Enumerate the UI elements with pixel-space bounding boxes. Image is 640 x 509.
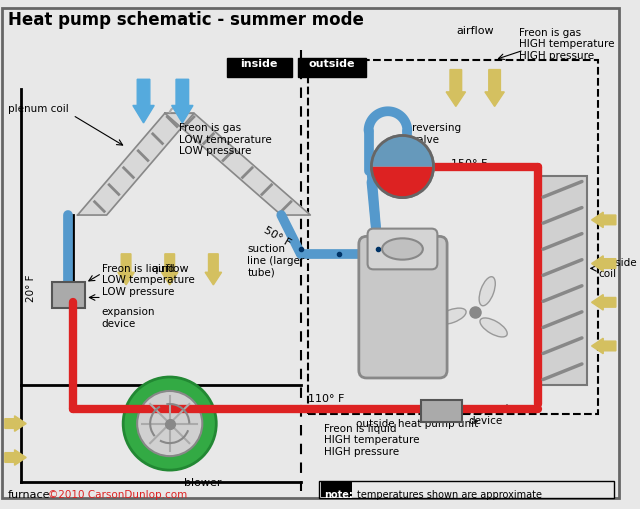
Wedge shape	[371, 135, 433, 166]
FancyBboxPatch shape	[421, 400, 461, 421]
Circle shape	[371, 135, 433, 197]
FancyArrow shape	[172, 79, 193, 123]
FancyArrow shape	[5, 416, 26, 431]
FancyArrow shape	[591, 295, 616, 310]
FancyBboxPatch shape	[359, 236, 447, 378]
FancyBboxPatch shape	[367, 229, 437, 269]
FancyArrow shape	[133, 79, 154, 123]
FancyArrow shape	[205, 254, 221, 285]
Wedge shape	[371, 166, 433, 197]
FancyArrow shape	[161, 254, 178, 285]
Text: 110° F: 110° F	[308, 394, 345, 404]
Text: furnace: furnace	[8, 490, 51, 499]
Text: reversing
valve: reversing valve	[412, 123, 461, 145]
Text: airflow: airflow	[151, 264, 189, 273]
Text: suction
line (larger
tube): suction line (larger tube)	[247, 244, 305, 277]
FancyArrow shape	[485, 70, 504, 106]
Polygon shape	[165, 113, 310, 215]
FancyArrow shape	[118, 254, 134, 285]
Text: Freon is liquid
HIGH temperature
HIGH pressure: Freon is liquid HIGH temperature HIGH pr…	[324, 423, 419, 457]
Text: expansion
device: expansion device	[468, 404, 522, 426]
FancyBboxPatch shape	[538, 176, 587, 385]
Text: expansion
device: expansion device	[102, 307, 156, 329]
Text: blower: blower	[184, 478, 222, 488]
FancyBboxPatch shape	[321, 482, 352, 497]
FancyBboxPatch shape	[319, 481, 614, 498]
Text: Freon is gas
HIGH temperature
HIGH pressure: Freon is gas HIGH temperature HIGH press…	[519, 28, 614, 61]
Text: airflow: airflow	[456, 26, 494, 36]
FancyArrow shape	[591, 212, 616, 228]
FancyArrow shape	[446, 70, 465, 106]
Text: note:: note:	[324, 491, 353, 500]
Text: 150° F: 150° F	[451, 159, 487, 169]
Text: Heat pump schematic - summer mode: Heat pump schematic - summer mode	[8, 11, 364, 30]
Text: outside heat pump unit: outside heat pump unit	[356, 419, 478, 429]
Ellipse shape	[479, 277, 495, 306]
FancyArrow shape	[591, 338, 616, 354]
FancyArrow shape	[591, 256, 616, 271]
Polygon shape	[77, 113, 194, 215]
Text: outside
coil: outside coil	[598, 258, 637, 279]
FancyBboxPatch shape	[52, 282, 85, 308]
Ellipse shape	[480, 318, 508, 337]
FancyBboxPatch shape	[298, 58, 365, 77]
Text: temperatures shown are approximate: temperatures shown are approximate	[357, 491, 542, 500]
FancyArrow shape	[5, 450, 26, 465]
Ellipse shape	[382, 238, 423, 260]
Text: ©2010 CarsonDunlop.com: ©2010 CarsonDunlop.com	[49, 490, 188, 499]
Text: outside: outside	[308, 59, 355, 69]
FancyBboxPatch shape	[227, 58, 292, 77]
Text: inside: inside	[240, 59, 278, 69]
Ellipse shape	[437, 308, 466, 324]
Circle shape	[123, 377, 216, 470]
Text: 20° F: 20° F	[26, 274, 36, 301]
Circle shape	[137, 391, 202, 456]
Text: 50° F: 50° F	[262, 225, 292, 248]
Text: plenum coil: plenum coil	[8, 103, 68, 114]
Text: Freon is liquid
LOW temperature
LOW pressure: Freon is liquid LOW temperature LOW pres…	[102, 264, 195, 297]
Text: Freon is gas
LOW temperature
LOW pressure: Freon is gas LOW temperature LOW pressur…	[179, 123, 272, 156]
